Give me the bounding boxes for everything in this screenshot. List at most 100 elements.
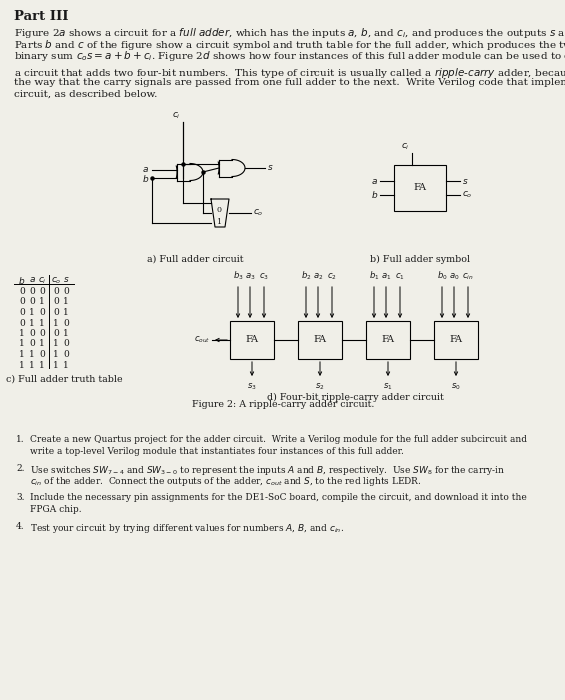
Text: Figure 2: A ripple-carry adder circuit.: Figure 2: A ripple-carry adder circuit. — [192, 400, 374, 409]
Text: $s_3$: $s_3$ — [247, 381, 257, 391]
Text: $c_3$: $c_3$ — [259, 272, 269, 282]
Text: $c_{in}$ of the adder.  Connect the outputs of the adder, $c_{out}$ and $S$, to : $c_{in}$ of the adder. Connect the outpu… — [30, 475, 421, 489]
Text: Test your circuit by trying different values for numbers $A$, $B$, and $c_{in}$.: Test your circuit by trying different va… — [30, 522, 344, 535]
Text: $s_0$: $s_0$ — [451, 381, 461, 391]
Text: $b_3$: $b_3$ — [233, 270, 244, 282]
Text: FA: FA — [450, 335, 463, 344]
Text: 0: 0 — [216, 206, 221, 214]
Text: $b_0$: $b_0$ — [437, 270, 447, 282]
Text: 1: 1 — [53, 340, 59, 349]
Text: 1: 1 — [216, 218, 221, 226]
Text: $c_{in}$: $c_{in}$ — [462, 272, 474, 282]
Text: 0: 0 — [19, 308, 25, 317]
Text: FA: FA — [246, 335, 259, 344]
Text: 1: 1 — [19, 350, 25, 359]
Text: 4.: 4. — [16, 522, 25, 531]
Text: FA: FA — [414, 183, 427, 192]
Text: 1: 1 — [29, 350, 35, 359]
Text: 0: 0 — [63, 350, 69, 359]
Text: $c_i$: $c_i$ — [38, 275, 46, 286]
Text: 1: 1 — [63, 360, 69, 370]
Text: 1: 1 — [29, 318, 35, 328]
Text: FA: FA — [314, 335, 327, 344]
Text: 1: 1 — [39, 340, 45, 349]
Text: $c_2$: $c_2$ — [327, 272, 337, 282]
Text: $b_1$: $b_1$ — [369, 270, 379, 282]
Text: $c_i$: $c_i$ — [172, 111, 181, 121]
Text: Part III: Part III — [14, 10, 68, 23]
Text: 0: 0 — [39, 308, 45, 317]
Text: 0: 0 — [39, 350, 45, 359]
Text: $a$: $a$ — [29, 275, 36, 284]
Text: circuit, as described below.: circuit, as described below. — [14, 90, 158, 99]
Text: binary sum $c_o s = a + b + c_i$. Figure 2$d$ shows how four instances of this f: binary sum $c_o s = a + b + c_i$. Figure… — [14, 49, 565, 63]
Text: $c_o$: $c_o$ — [253, 208, 263, 218]
Text: Include the necessary pin assignments for the DE1-SoC board, compile the circuit: Include the necessary pin assignments fo… — [30, 493, 527, 502]
Text: 0: 0 — [19, 298, 25, 307]
Text: 1: 1 — [39, 298, 45, 307]
Text: $c_o$: $c_o$ — [462, 190, 472, 200]
Bar — [298, 321, 342, 359]
Text: 3.: 3. — [16, 493, 24, 502]
Text: $s_2$: $s_2$ — [315, 381, 325, 391]
Text: 1: 1 — [19, 329, 25, 338]
Text: the way that the carry signals are passed from one full adder to the next.  Writ: the way that the carry signals are passe… — [14, 78, 565, 87]
Text: $c_{out}$: $c_{out}$ — [194, 335, 210, 345]
Text: 1: 1 — [19, 340, 25, 349]
Bar — [394, 165, 446, 211]
Text: $a_0$: $a_0$ — [449, 272, 459, 282]
Text: Create a new Quartus project for the adder circuit.  Write a Verilog module for : Create a new Quartus project for the add… — [30, 435, 527, 444]
Text: 0: 0 — [19, 318, 25, 328]
Text: $b_2$: $b_2$ — [301, 270, 311, 282]
Text: $b$: $b$ — [142, 172, 149, 183]
Text: c) Full adder truth table: c) Full adder truth table — [6, 375, 122, 384]
Text: $b$: $b$ — [371, 190, 378, 200]
Text: $a_2$: $a_2$ — [313, 272, 323, 282]
Text: Use switches $SW_{7-4}$ and $SW_{3-0}$ to represent the inputs $A$ and $B$, resp: Use switches $SW_{7-4}$ and $SW_{3-0}$ t… — [30, 464, 506, 477]
Text: 0: 0 — [53, 298, 59, 307]
Text: 0: 0 — [19, 287, 25, 296]
Text: $c_i$: $c_i$ — [401, 141, 410, 152]
Text: $s_1$: $s_1$ — [383, 381, 393, 391]
Text: 0: 0 — [53, 287, 59, 296]
Bar — [366, 321, 410, 359]
Text: 0: 0 — [29, 340, 35, 349]
Text: 1: 1 — [53, 350, 59, 359]
Text: Parts $b$ and $c$ of the figure show a circuit symbol and truth table for the fu: Parts $b$ and $c$ of the figure show a c… — [14, 38, 565, 52]
Text: b) Full adder symbol: b) Full adder symbol — [370, 255, 470, 264]
Text: $c_o$: $c_o$ — [51, 275, 61, 286]
Text: 0: 0 — [29, 298, 35, 307]
Text: FPGA chip.: FPGA chip. — [30, 505, 81, 514]
Text: 1: 1 — [29, 308, 35, 317]
Text: $a_1$: $a_1$ — [381, 272, 391, 282]
Text: Figure 2$a$ shows a circuit for a $\mathit{full\ adder}$, which has the inputs $: Figure 2$a$ shows a circuit for a $\math… — [14, 26, 565, 40]
Text: 0: 0 — [63, 287, 69, 296]
Text: 0: 0 — [53, 329, 59, 338]
Text: $a$: $a$ — [371, 176, 378, 186]
Bar — [434, 321, 478, 359]
Text: 0: 0 — [29, 329, 35, 338]
Text: 0: 0 — [39, 329, 45, 338]
Text: write a top-level Verilog module that instantiates four instances of this full a: write a top-level Verilog module that in… — [30, 447, 404, 456]
Text: a circuit that adds two four-bit numbers.  This type of circuit is usually calle: a circuit that adds two four-bit numbers… — [14, 66, 565, 80]
Bar — [230, 321, 274, 359]
Text: 1: 1 — [19, 360, 25, 370]
Text: a) Full adder circuit: a) Full adder circuit — [147, 255, 244, 264]
Text: 0: 0 — [63, 318, 69, 328]
Text: 1: 1 — [63, 308, 69, 317]
Text: 0: 0 — [29, 287, 35, 296]
Text: FA: FA — [381, 335, 394, 344]
Text: 1: 1 — [39, 360, 45, 370]
Text: 1: 1 — [63, 329, 69, 338]
Text: 0: 0 — [63, 340, 69, 349]
Text: 1: 1 — [53, 360, 59, 370]
Text: $s$: $s$ — [462, 176, 468, 186]
Text: $c_1$: $c_1$ — [395, 272, 405, 282]
Text: 0: 0 — [53, 308, 59, 317]
Text: $s$: $s$ — [63, 275, 69, 284]
Text: $a$: $a$ — [142, 165, 149, 174]
Text: $s$: $s$ — [267, 164, 273, 172]
Text: 0: 0 — [39, 287, 45, 296]
Text: 1: 1 — [53, 318, 59, 328]
Text: 1: 1 — [63, 298, 69, 307]
